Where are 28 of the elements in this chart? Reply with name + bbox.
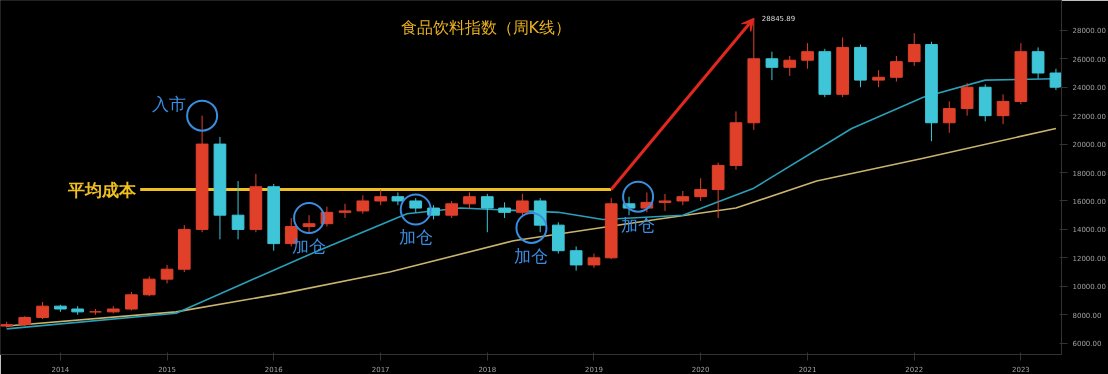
candlestick	[801, 42, 814, 70]
candlestick	[942, 100, 956, 134]
text: 食品饮料指数（周K线）	[400, 17, 571, 37]
candlestick	[160, 264, 174, 284]
candlestick	[1031, 46, 1045, 80]
candlestick	[142, 275, 156, 297]
candlestick	[960, 82, 974, 117]
candlestick	[338, 203, 352, 219]
candlestick	[516, 193, 529, 216]
candlestick	[1049, 68, 1062, 91]
candlestick	[391, 191, 405, 206]
annotation: 加仓	[292, 236, 327, 257]
candlestick	[302, 214, 316, 233]
candlestick	[658, 193, 672, 212]
candlestick	[783, 55, 797, 77]
candlestick	[480, 193, 494, 233]
candlestick	[356, 194, 370, 215]
candlestick	[907, 32, 921, 67]
candlestick	[694, 177, 707, 202]
annotation: 入市	[152, 93, 187, 114]
series-label: 平均成本	[67, 179, 138, 200]
annotation: 加仓	[398, 227, 433, 248]
candlestick	[569, 245, 583, 272]
annotation: 加仓	[514, 245, 549, 266]
candlestick	[890, 55, 903, 83]
candlestick	[765, 51, 779, 81]
candlestick	[996, 93, 1010, 125]
candlestick	[231, 180, 245, 240]
